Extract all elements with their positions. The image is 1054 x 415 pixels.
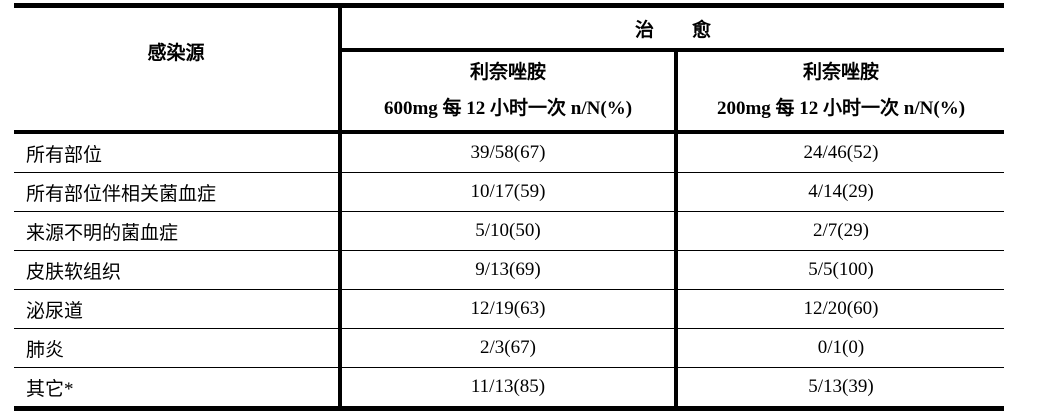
row-source: 其它* bbox=[14, 367, 340, 411]
row-200mg-value: 12/20(60) bbox=[673, 289, 1005, 329]
header-infection-source: 感染源 bbox=[14, 3, 340, 134]
header-cure-group: 治 愈 bbox=[337, 3, 1005, 52]
row-600mg-value: 2/3(67) bbox=[338, 328, 676, 368]
row-200mg-value: 2/7(29) bbox=[673, 211, 1005, 251]
header-col-600mg-drug: 利奈唑胺 bbox=[469, 62, 546, 83]
cure-rate-table: 感染源 治 愈 利奈唑胺 600mg 每 12 小时一次 n/N(%) 利奈唑胺… bbox=[14, 3, 1005, 411]
row-600mg-value: 39/58(67) bbox=[338, 132, 676, 173]
row-200mg-value: 5/13(39) bbox=[673, 367, 1005, 411]
row-600mg-value: 12/19(63) bbox=[338, 289, 676, 329]
table-row: 所有部位 39/58(67) 24/46(52) bbox=[14, 132, 1005, 173]
row-source: 泌尿道 bbox=[14, 289, 340, 329]
row-600mg-value: 5/10(50) bbox=[338, 211, 676, 251]
row-source: 皮肤软组织 bbox=[14, 250, 340, 290]
row-200mg-value: 5/5(100) bbox=[673, 250, 1005, 290]
row-200mg-value: 4/14(29) bbox=[673, 172, 1005, 212]
row-200mg-value: 0/1(0) bbox=[673, 328, 1005, 368]
table-row: 皮肤软组织 9/13(69) 5/5(100) bbox=[14, 250, 1005, 290]
table-row: 来源不明的菌血症 5/10(50) 2/7(29) bbox=[14, 211, 1005, 251]
row-source: 来源不明的菌血症 bbox=[14, 211, 340, 251]
header-col-200mg-drug: 利奈唑胺 bbox=[803, 62, 880, 83]
row-source: 所有部位伴相关菌血症 bbox=[14, 172, 340, 212]
row-600mg-value: 9/13(69) bbox=[338, 250, 676, 290]
table-row: 泌尿道 12/19(63) 12/20(60) bbox=[14, 289, 1005, 329]
header-col-600mg-dose: 600mg 每 12 小时一次 n/N(%) bbox=[383, 98, 633, 119]
row-source: 所有部位 bbox=[14, 132, 340, 173]
header-col-200mg-dose: 200mg 每 12 小时一次 n/N(%) bbox=[716, 98, 966, 119]
header-col-600mg: 利奈唑胺 600mg 每 12 小时一次 n/N(%) bbox=[338, 50, 676, 134]
table-row: 其它* 11/13(85) 5/13(39) bbox=[14, 367, 1005, 411]
row-200mg-value: 24/46(52) bbox=[673, 132, 1005, 173]
row-600mg-value: 10/17(59) bbox=[338, 172, 676, 212]
table-row: 所有部位伴相关菌血症 10/17(59) 4/14(29) bbox=[14, 172, 1005, 212]
row-source: 肺炎 bbox=[14, 328, 340, 368]
table-row: 肺炎 2/3(67) 0/1(0) bbox=[14, 328, 1005, 368]
header-col-200mg: 利奈唑胺 200mg 每 12 小时一次 n/N(%) bbox=[673, 50, 1005, 134]
row-600mg-value: 11/13(85) bbox=[338, 367, 676, 411]
